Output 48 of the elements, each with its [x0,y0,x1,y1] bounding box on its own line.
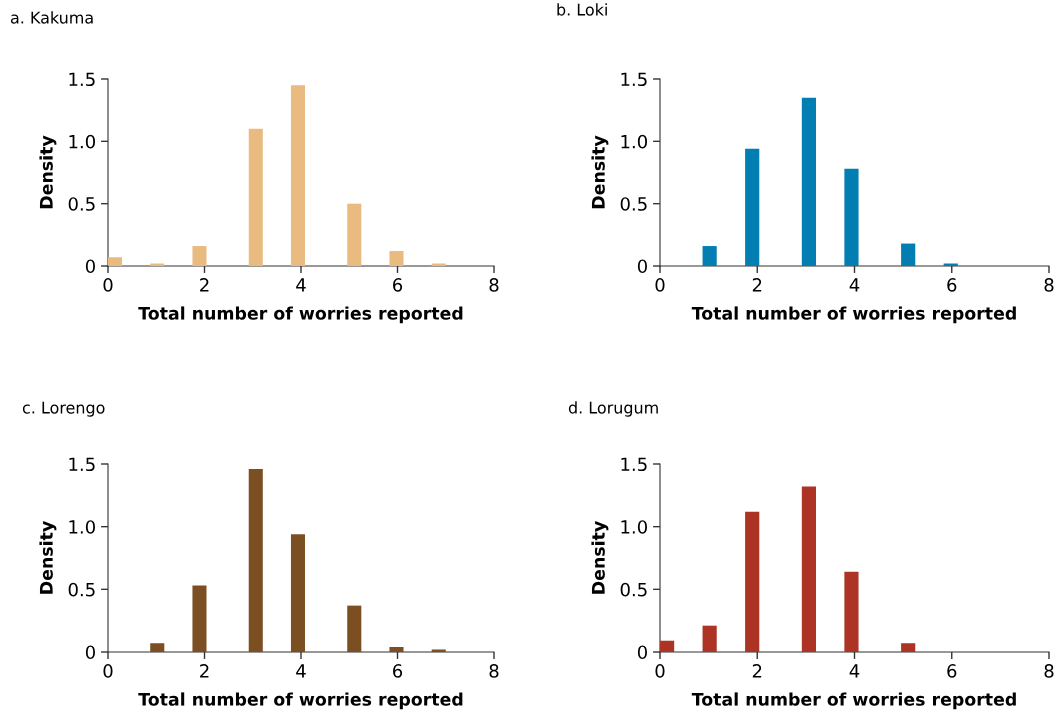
x-tick-label: 8 [1044,664,1054,678]
x-tick-label: 0 [103,664,113,678]
x-tick-label: 4 [296,278,306,292]
x-tick-label: 4 [849,664,860,678]
y-tick-label: 0.5 [620,582,647,597]
x-tick-label: 4 [296,664,306,678]
y-tick-label: 1.5 [69,457,95,472]
x-tick-label: 4 [849,278,860,292]
y-tick-label: 1.0 [621,520,647,534]
y-tick-label: 0.5 [68,197,95,211]
y-tick-label: 0.5 [620,197,647,211]
x-tick-label: 8 [489,664,499,678]
y-tick-label: 0 [637,645,647,660]
x-axis-title: Total number of worries reported [138,306,463,324]
x-tick-label: 0 [655,278,665,292]
y-axis-title: Density [39,135,57,209]
y-tick-label: 1.0 [69,520,95,534]
x-axis-title: Total number of worries reported [691,306,1016,324]
y-tick-label: 1.5 [621,72,647,87]
x-tick-label: 6 [393,278,403,292]
x-tick-label: 8 [489,278,499,292]
chart-title: b. Loki [557,3,607,16]
chart-title: c. Lorengo [22,401,105,417]
x-axis-title: Total number of worries reported [691,692,1016,710]
chart-title: d. Lorugum [568,401,658,417]
x-tick-label: 6 [947,664,957,678]
x-tick-label: 6 [947,278,957,292]
y-tick-label: 0 [637,259,647,274]
x-tick-label: 2 [752,278,762,292]
y-tick-label: 1.0 [621,134,647,149]
x-tick-label: 0 [103,278,113,292]
y-tick-label: 0 [85,259,95,274]
x-tick-label: 0 [655,664,665,678]
y-tick-label: 0.5 [68,582,95,597]
x-tick-label: 6 [393,664,403,678]
x-tick-label: 2 [200,278,209,292]
y-tick-label: 1.0 [69,134,95,149]
y-tick-label: 1.5 [621,457,647,472]
x-tick-label: 8 [1044,278,1054,292]
x-tick-label: 2 [752,664,762,678]
y-axis-title: Density [591,521,609,594]
y-axis-title: Density [591,135,609,209]
chart-title: a. Kakuma [10,11,93,24]
x-axis-title: Total number of worries reported [138,692,463,710]
y-axis-title: Density [39,521,57,594]
y-tick-label: 0 [85,645,95,660]
x-tick-label: 2 [200,664,209,678]
y-tick-label: 1.5 [69,72,95,87]
